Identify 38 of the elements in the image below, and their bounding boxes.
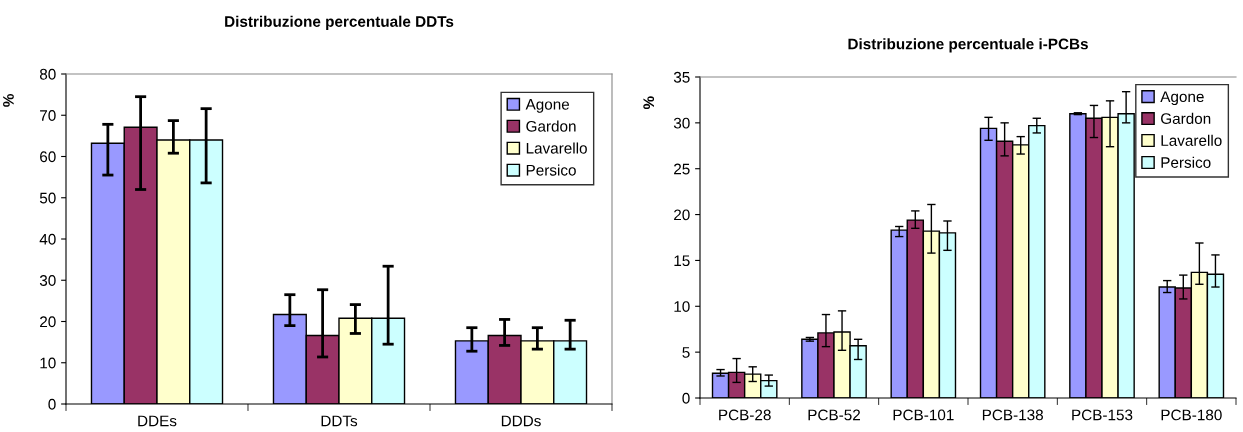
y-tick-label: 35 [673,71,690,83]
y-tick-label: 20 [674,209,690,221]
x-tick-label: DDDs [501,415,541,427]
y-tick-label: 50 [39,192,56,204]
legend-label: Persico [1161,156,1211,168]
y-tick-label: 25 [674,163,690,175]
x-tick-label: PCB-101 [893,409,954,421]
y-tick-label: 30 [673,117,690,129]
y-tick-label: 5 [682,347,690,358]
y-axis-title: % [3,94,14,107]
legend-label: Persico [526,164,576,176]
x-tick-label: DDTs [321,415,358,427]
chart-title: Distribuzione percentuale i-PCBs [848,38,1088,53]
y-tick-label: 0 [48,398,56,410]
y-tick-label: 0 [682,392,690,404]
x-tick-label: PCB-52 [808,409,860,421]
y-tick-label: 10 [40,357,56,369]
x-tick-label: PCB-28 [719,409,771,421]
legend-label: Lavarello [1161,134,1222,146]
legend-label: Agone [525,99,570,113]
y-tick-label: 60 [40,151,56,163]
legend-label: Agone [1160,91,1204,106]
y-tick-label: 80 [39,68,56,80]
y-tick-label: 10 [674,301,690,312]
y-tick-label: 40 [39,233,56,245]
chart-title: Distribuzione percentuale DDTs [225,15,454,30]
y-tick-label: 15 [674,255,690,267]
x-tick-label: DDEs [138,415,177,427]
legend-label: Lavarello [526,142,587,154]
x-tick-label: PCB-138 [982,409,1043,421]
y-tick-label: 20 [40,316,56,328]
legend-label: Gardon [1161,112,1211,125]
x-tick-label: PCB-180 [1161,409,1222,421]
x-tick-label: PCB-153 [1072,409,1133,421]
y-axis-title: % [643,96,655,110]
y-tick-label: 30 [39,275,56,286]
y-tick-label: 70 [40,110,56,121]
legend-label: Gardon [526,120,576,132]
